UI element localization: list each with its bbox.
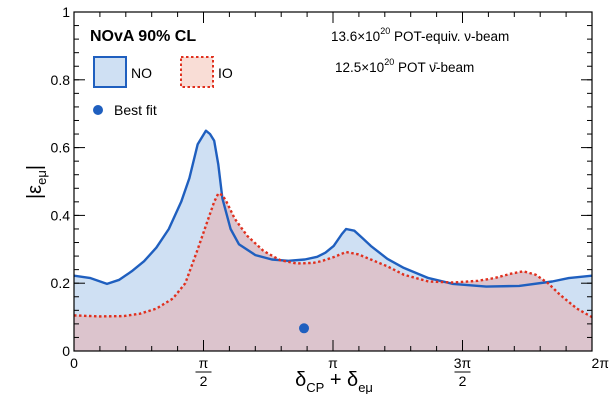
x-tick-label-4: 2π xyxy=(592,355,610,371)
y-tick-label-1: 0.2 xyxy=(51,275,71,291)
x-tick-label-2: π xyxy=(328,355,338,371)
y-tick-label-0: 0 xyxy=(62,343,70,359)
annotation-nu-beam: 13.6×1020 POT-equiv. ν-beam xyxy=(331,26,509,44)
plot-frame xyxy=(73,11,593,352)
x-tick-label-0: 0 xyxy=(70,355,78,371)
y-tick-label-5: 1 xyxy=(62,4,70,20)
series-line-io xyxy=(74,191,592,319)
best-fit-point xyxy=(299,323,310,334)
legend-label-no: NO xyxy=(131,65,152,81)
chart-title: NOvA 90% CL xyxy=(90,28,196,45)
x-axis-label: δCP + δeμ xyxy=(295,369,373,394)
legend-marker-best-fit xyxy=(93,105,103,115)
x-tick-label-num-1: π xyxy=(199,355,209,371)
y-tick-label-3: 0.6 xyxy=(51,140,71,156)
plot-area xyxy=(74,129,592,351)
legend-label-best-fit: Best fit xyxy=(114,102,157,118)
y-tick-label-4: 0.8 xyxy=(51,72,71,88)
annotation-nubar-beam: 12.5×1020 POT ν̄-beam xyxy=(335,57,474,75)
y-tick-label-2: 0.4 xyxy=(51,207,71,223)
legend-label-io: IO xyxy=(218,65,233,81)
legend: NO IO Best fit xyxy=(93,56,233,118)
x-tick-label-den-1: 2 xyxy=(200,373,208,389)
y-axis-label: |εeμ| xyxy=(24,165,49,199)
x-tick-label-num-3: 3π xyxy=(454,355,472,371)
x-tick-label-den-3: 2 xyxy=(459,373,467,389)
legend-swatch-no xyxy=(93,56,127,88)
legend-swatch-io xyxy=(180,56,214,88)
series-line-no xyxy=(74,129,592,288)
